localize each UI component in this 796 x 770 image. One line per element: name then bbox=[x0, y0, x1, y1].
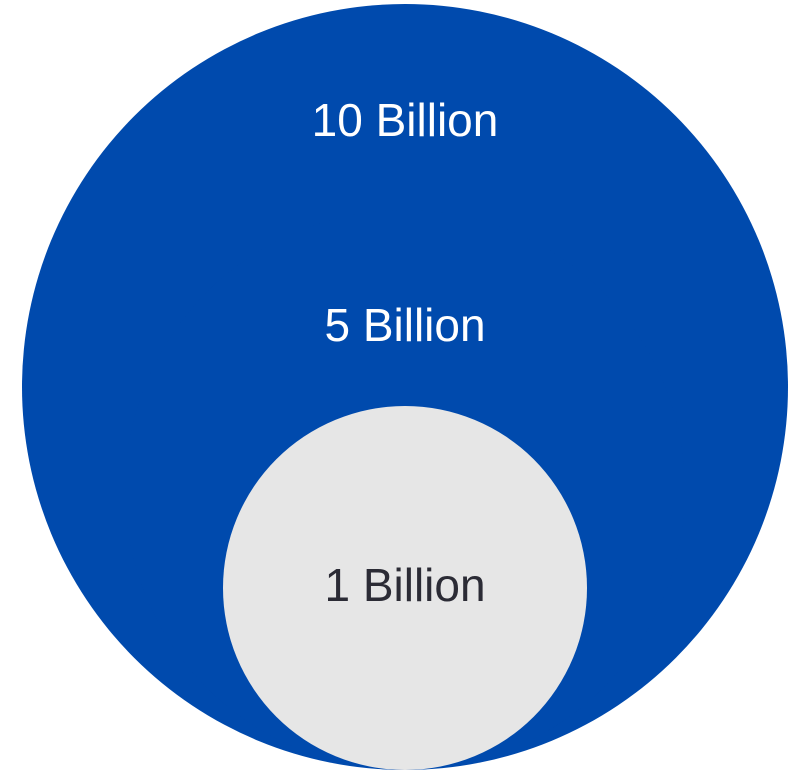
circle-1-billion bbox=[223, 406, 587, 770]
label-5-billion: 5 Billion bbox=[324, 299, 485, 351]
label-10-billion: 10 Billion bbox=[312, 94, 499, 146]
label-1-billion: 1 Billion bbox=[324, 559, 485, 611]
